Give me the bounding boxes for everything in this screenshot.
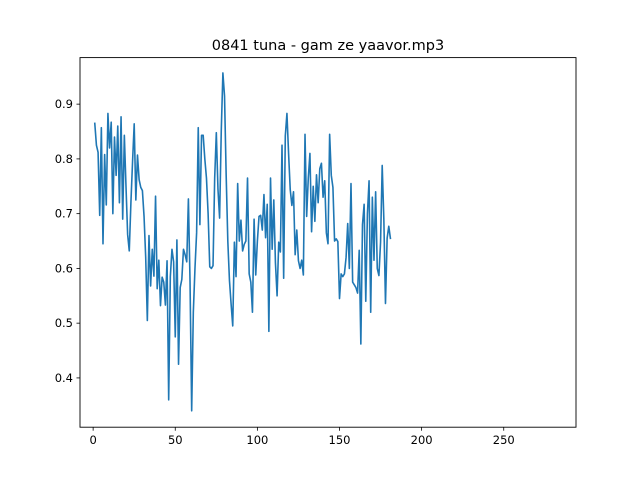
y-axis-ticks: 0.4 0.5 0.6 0.7 0.8 0.9 [55,97,80,385]
x-tick-label: 50 [168,433,183,447]
x-tick-label: 150 [329,433,351,447]
x-tick-label: 250 [493,433,515,447]
x-tick-label: 200 [411,433,433,447]
x-tick-label: 100 [246,433,268,447]
y-tick-label: 0.7 [55,207,73,221]
chart-title: 0841 tuna - gam ze yaavor.mp3 [212,38,444,54]
y-tick-label: 0.4 [55,371,73,385]
x-axis-ticks: 0 50 100 150 200 250 [89,427,515,447]
y-tick-label: 0.8 [55,152,73,166]
y-tick-label: 0.5 [55,316,73,330]
y-tick-label: 0.6 [55,261,73,275]
x-tick-label: 0 [89,433,96,447]
series-layer [93,72,392,412]
series-line [93,72,392,412]
y-tick-label: 0.9 [55,97,73,111]
plot-area-frame [79,57,577,428]
